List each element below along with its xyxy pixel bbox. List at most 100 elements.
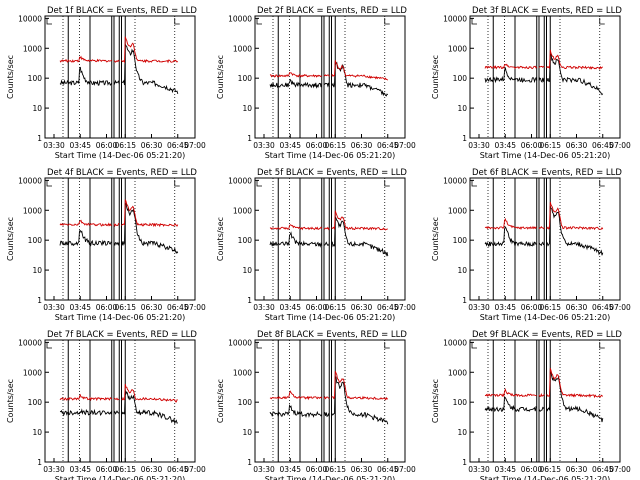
x-axis-label: Start Time (14-Dec-06 05:21:20) — [480, 313, 611, 322]
x-tick-label: 06:00 — [521, 303, 543, 312]
x-tick-label: 03:45 — [69, 303, 91, 312]
x-tick-label: 07:00 — [184, 465, 206, 474]
x-tick-label: 03:30 — [253, 141, 275, 150]
corner-marker — [599, 18, 605, 25]
x-tick-label: 06:00 — [306, 303, 328, 312]
y-tick-label: 10000 — [443, 176, 467, 185]
x-tick-label: 07:00 — [609, 303, 631, 312]
y-tick-label: 1000 — [448, 206, 467, 215]
y-axis-label: Counts/sec — [431, 379, 440, 423]
y-tick-label: 100 — [28, 74, 43, 83]
corner-marker — [599, 342, 605, 349]
x-tick-label: 06:45 — [592, 465, 614, 474]
y-tick-label: 10000 — [443, 14, 467, 23]
y-tick-label: 1 — [247, 134, 252, 143]
x-tick-label: 06:30 — [141, 465, 163, 474]
x-axis-label: Start Time (14-Dec-06 05:21:20) — [480, 475, 611, 480]
x-tick-label: 06:30 — [566, 465, 588, 474]
corner-marker — [256, 342, 262, 349]
y-tick-label: 10000 — [18, 176, 42, 185]
x-tick-label: 03:45 — [279, 141, 301, 150]
x-tick-label: 03:30 — [43, 303, 65, 312]
lld-line — [269, 60, 389, 81]
y-tick-label: 100 — [453, 398, 468, 407]
x-tick-label: 06:15 — [324, 465, 346, 474]
y-axis-label: Counts/sec — [6, 379, 15, 423]
x-tick-label: 06:45 — [167, 303, 189, 312]
x-tick-label: 07:00 — [184, 141, 206, 150]
x-tick-label: 06:30 — [566, 141, 588, 150]
y-axis-label: Counts/sec — [6, 217, 15, 261]
y-tick-label: 1 — [462, 296, 467, 305]
lld-line — [484, 368, 604, 399]
events-line — [484, 205, 604, 256]
x-tick-label: 03:30 — [43, 465, 65, 474]
x-axis-label: Start Time (14-Dec-06 05:21:20) — [265, 475, 396, 480]
y-tick-label: 10000 — [18, 14, 42, 23]
x-tick-label: 07:00 — [394, 141, 416, 150]
plot-frame — [44, 15, 196, 139]
y-tick-label: 10000 — [228, 176, 252, 185]
corner-marker — [256, 18, 262, 25]
corner-marker — [174, 18, 180, 25]
plot-frame — [469, 339, 621, 463]
x-tick-label: 06:45 — [377, 465, 399, 474]
y-tick-label: 10 — [32, 428, 42, 437]
x-axis-label: Start Time (14-Dec-06 05:21:20) — [265, 151, 396, 160]
panel-det-4: Det 4f BLACK = Events, RED = LLD 1 10 100 10… — [6, 168, 206, 322]
corner-marker — [384, 180, 390, 187]
y-axis-label: Counts/sec — [6, 55, 15, 99]
corner-marker — [471, 180, 477, 187]
x-tick-label: 06:45 — [377, 303, 399, 312]
x-tick-label: 07:00 — [394, 303, 416, 312]
x-tick-label: 03:45 — [494, 141, 516, 150]
panel-det-3: Det 3f BLACK = Events, RED = LLD 1 10 100 10… — [431, 6, 631, 160]
y-axis-label: Counts/sec — [216, 55, 225, 99]
y-tick-label: 1 — [37, 134, 42, 143]
corner-marker — [384, 18, 390, 25]
lld-line — [484, 201, 604, 231]
x-tick-label: 06:45 — [167, 141, 189, 150]
lld-line — [59, 199, 179, 228]
plot-frame — [254, 15, 406, 139]
panel-title: Det 8f BLACK = Events, RED = LLD — [257, 330, 407, 340]
y-tick-label: 10000 — [228, 14, 252, 23]
plot-frame — [44, 339, 196, 463]
y-tick-label: 1000 — [23, 44, 42, 53]
x-axis-label: Start Time (14-Dec-06 05:21:20) — [55, 313, 186, 322]
lld-line — [269, 210, 388, 231]
y-tick-label: 1000 — [448, 368, 467, 377]
x-tick-label: 03:30 — [253, 465, 275, 474]
y-tick-label: 100 — [453, 74, 468, 83]
corner-marker — [599, 180, 605, 187]
x-tick-label: 06:15 — [539, 465, 561, 474]
x-tick-label: 06:30 — [351, 141, 373, 150]
y-axis-label: Counts/sec — [431, 55, 440, 99]
x-tick-label: 03:30 — [468, 303, 490, 312]
x-tick-label: 06:00 — [306, 465, 328, 474]
plot-frame — [254, 177, 406, 301]
y-axis-label: Counts/sec — [216, 379, 225, 423]
y-axis-label: Counts/sec — [431, 217, 440, 261]
x-axis-label: Start Time (14-Dec-06 05:21:20) — [55, 151, 186, 160]
x-tick-label: 06:00 — [96, 303, 118, 312]
x-axis-label: Start Time (14-Dec-06 05:21:20) — [55, 475, 186, 480]
x-tick-label: 03:30 — [468, 141, 490, 150]
x-tick-label: 03:45 — [69, 141, 91, 150]
x-tick-label: 06:15 — [114, 465, 136, 474]
events-line — [59, 202, 179, 254]
x-tick-label: 03:45 — [494, 303, 516, 312]
y-tick-label: 1000 — [23, 368, 42, 377]
x-axis-label: Start Time (14-Dec-06 05:21:20) — [480, 151, 611, 160]
y-tick-label: 10000 — [443, 338, 467, 347]
y-axis-label: Counts/sec — [216, 217, 225, 261]
y-tick-label: 100 — [238, 236, 253, 245]
y-tick-label: 100 — [28, 398, 43, 407]
x-tick-label: 06:45 — [377, 141, 399, 150]
x-tick-label: 06:00 — [521, 141, 543, 150]
x-tick-label: 03:45 — [279, 465, 301, 474]
x-tick-label: 06:15 — [114, 141, 136, 150]
events-line — [484, 52, 604, 96]
x-tick-label: 06:00 — [306, 141, 328, 150]
